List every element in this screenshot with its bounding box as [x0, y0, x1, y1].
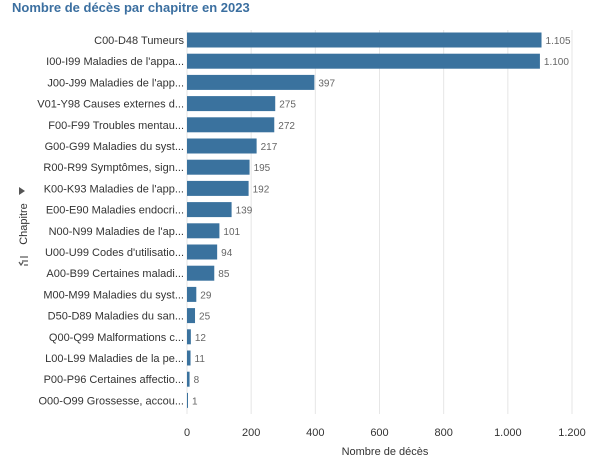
- bar[interactable]: [187, 286, 197, 302]
- category-label: K00-K93 Maladies de l'app...: [44, 183, 184, 195]
- bar[interactable]: [187, 202, 232, 218]
- bar[interactable]: [187, 265, 215, 281]
- data-label: 8: [194, 375, 200, 386]
- data-label: 272: [278, 121, 295, 132]
- data-label: 11: [195, 354, 206, 365]
- data-label: 25: [199, 312, 211, 323]
- bar[interactable]: [187, 329, 191, 345]
- bar[interactable]: [187, 308, 196, 324]
- x-tick-label: 1.000: [494, 427, 522, 439]
- category-label: R00-R99 Symptômes, sign...: [43, 162, 184, 174]
- category-label: N00-N99 Maladies de l'ap...: [49, 226, 184, 238]
- category-label: Q00-Q99 Malformations c...: [49, 332, 184, 344]
- bar[interactable]: [187, 32, 542, 48]
- data-label: 275: [279, 100, 296, 111]
- bar[interactable]: [187, 371, 190, 387]
- bar[interactable]: [187, 138, 257, 154]
- category-label: E00-E90 Maladies endocri...: [46, 205, 184, 217]
- data-label: 217: [261, 142, 278, 153]
- bar[interactable]: [187, 159, 250, 175]
- category-label: C00-D48 Tumeurs: [94, 35, 184, 47]
- bar[interactable]: [187, 244, 218, 260]
- chart-title: Nombre de décès par chapitre en 2023: [12, 0, 250, 15]
- x-tick-label: 200: [242, 427, 260, 439]
- bar[interactable]: [187, 96, 276, 112]
- category-label: F00-F99 Troubles mentau...: [48, 120, 184, 132]
- bar[interactable]: [187, 350, 191, 366]
- bar[interactable]: [187, 53, 540, 69]
- category-label: I00-I99 Maladies de l'appa...: [46, 56, 184, 68]
- x-tick-label: 400: [306, 427, 324, 439]
- x-tick-label: 800: [434, 427, 452, 439]
- category-label: G00-G99 Maladies du syst...: [45, 141, 184, 153]
- x-tick-labels: 0 200 400 600 800 1.000 1.200: [184, 427, 586, 439]
- bar[interactable]: [187, 117, 275, 133]
- data-label: 397: [318, 78, 335, 89]
- grid-layer: [186, 30, 573, 414]
- category-label: L00-L99 Maladies de la pe...: [45, 353, 184, 365]
- category-label: V01-Y98 Causes externes d...: [37, 99, 184, 111]
- data-label: 94: [221, 248, 233, 259]
- bar[interactable]: [187, 180, 249, 196]
- data-label: 192: [253, 184, 270, 195]
- triangle-right-icon[interactable]: [19, 187, 25, 195]
- y-axis-title: Chapitre: [18, 203, 30, 245]
- data-label: 1.100: [544, 57, 569, 68]
- y-axis-header[interactable]: Chapitre: [18, 187, 30, 267]
- category-label: O00-O99 Grossesse, accou...: [38, 395, 184, 407]
- data-label: 139: [236, 206, 253, 217]
- data-label: 1: [192, 396, 198, 407]
- bar[interactable]: [187, 74, 315, 90]
- x-axis-title: Nombre de décès: [342, 446, 429, 458]
- category-label: D50-D89 Maladies du san...: [48, 311, 184, 323]
- bar-layer: [187, 32, 542, 408]
- data-label: 101: [223, 227, 240, 238]
- category-labels: C00-D48 Tumeurs I00-I99 Maladies de l'app…: [37, 35, 184, 407]
- data-label: 29: [200, 290, 212, 301]
- category-label: P00-P96 Certaines affectio...: [44, 374, 184, 386]
- data-label: 85: [218, 269, 230, 280]
- sort-icon[interactable]: [18, 256, 28, 267]
- data-label: 12: [195, 333, 207, 344]
- category-label: A00-B99 Certaines maladi...: [46, 268, 184, 280]
- category-label: J00-J99 Maladies de l'app...: [47, 77, 184, 89]
- x-tick-label: 1.200: [558, 427, 586, 439]
- bar[interactable]: [187, 392, 188, 408]
- category-label: M00-M99 Maladies du syst...: [43, 289, 184, 301]
- x-tick-label: 600: [370, 427, 388, 439]
- data-label: 1.105: [546, 36, 571, 47]
- category-label: U00-U99 Codes d'utilisatio...: [45, 247, 184, 259]
- x-tick-label: 0: [184, 427, 190, 439]
- bar[interactable]: [187, 223, 220, 239]
- data-label: 195: [254, 163, 271, 174]
